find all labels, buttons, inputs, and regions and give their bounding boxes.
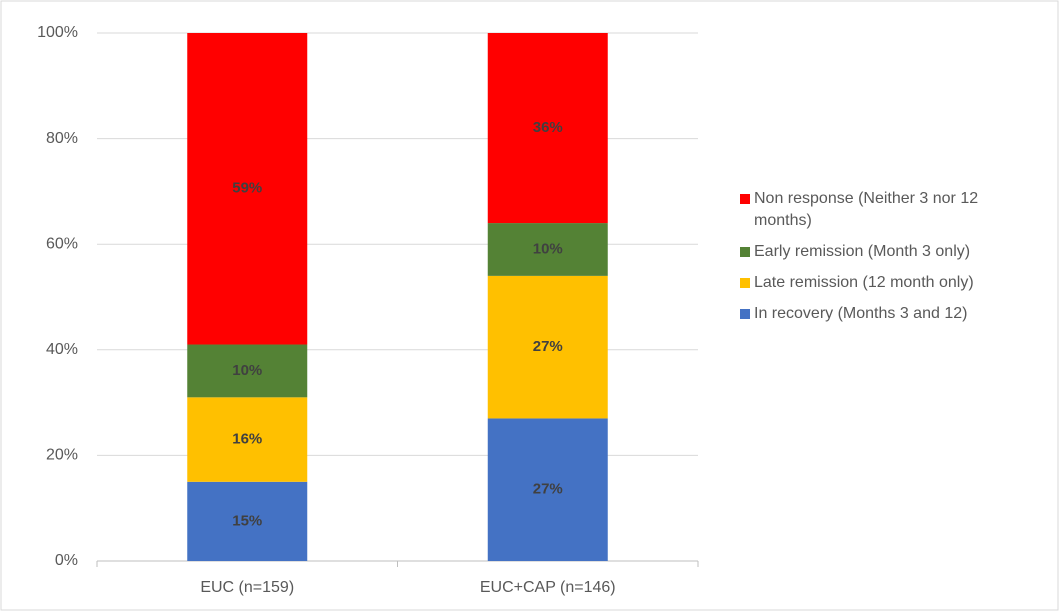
legend-marker: [740, 309, 750, 319]
bar-segment: [187, 344, 308, 398]
legend-item: In recovery (Months 3 and 12): [738, 303, 1038, 325]
y-tick-label: 100%: [37, 24, 78, 41]
bar-segment: [187, 33, 308, 345]
legend-item: Non response (Neither 3 nor 12 months): [738, 188, 1038, 232]
y-tick-label: 40%: [46, 341, 78, 358]
y-tick-label: 20%: [46, 447, 78, 464]
y-tick-label: 60%: [46, 235, 78, 252]
legend: Non response (Neither 3 nor 12 months) Ea…: [738, 188, 1038, 334]
data-label: 15%: [232, 512, 262, 529]
legend-label: Late remission (12 month only): [754, 274, 974, 291]
legend-marker: [740, 247, 750, 257]
data-label: 16%: [232, 431, 262, 448]
bar-segment: [487, 275, 608, 419]
data-label: 10%: [232, 362, 262, 379]
y-tick-label: 0%: [55, 552, 78, 569]
data-label: 36%: [533, 119, 563, 136]
bar-segment: [187, 481, 308, 561]
x-tick-label: EUC+CAP (n=146): [480, 579, 616, 596]
x-tick-label: EUC (n=159): [200, 579, 294, 596]
legend-marker: [740, 194, 750, 204]
legend-item: Early remission (Month 3 only): [738, 241, 1038, 263]
legend-label: In recovery (Months 3 and 12): [754, 305, 968, 322]
legend-label: Early remission (Month 3 only): [754, 243, 971, 260]
legend-marker: [740, 278, 750, 288]
bar-segment: [187, 397, 308, 482]
bar-segment: [487, 418, 608, 561]
data-label: 10%: [533, 240, 563, 257]
legend-label: Non response (Neither 3 nor 12 months): [754, 190, 979, 229]
bar-segment: [487, 223, 608, 276]
data-label: 27%: [533, 481, 563, 498]
data-label: 27%: [533, 338, 563, 355]
bar-segment: [487, 33, 608, 224]
y-tick-label: 80%: [46, 130, 78, 147]
data-label: 59%: [232, 180, 262, 197]
legend-item: Late remission (12 month only): [738, 272, 1038, 294]
